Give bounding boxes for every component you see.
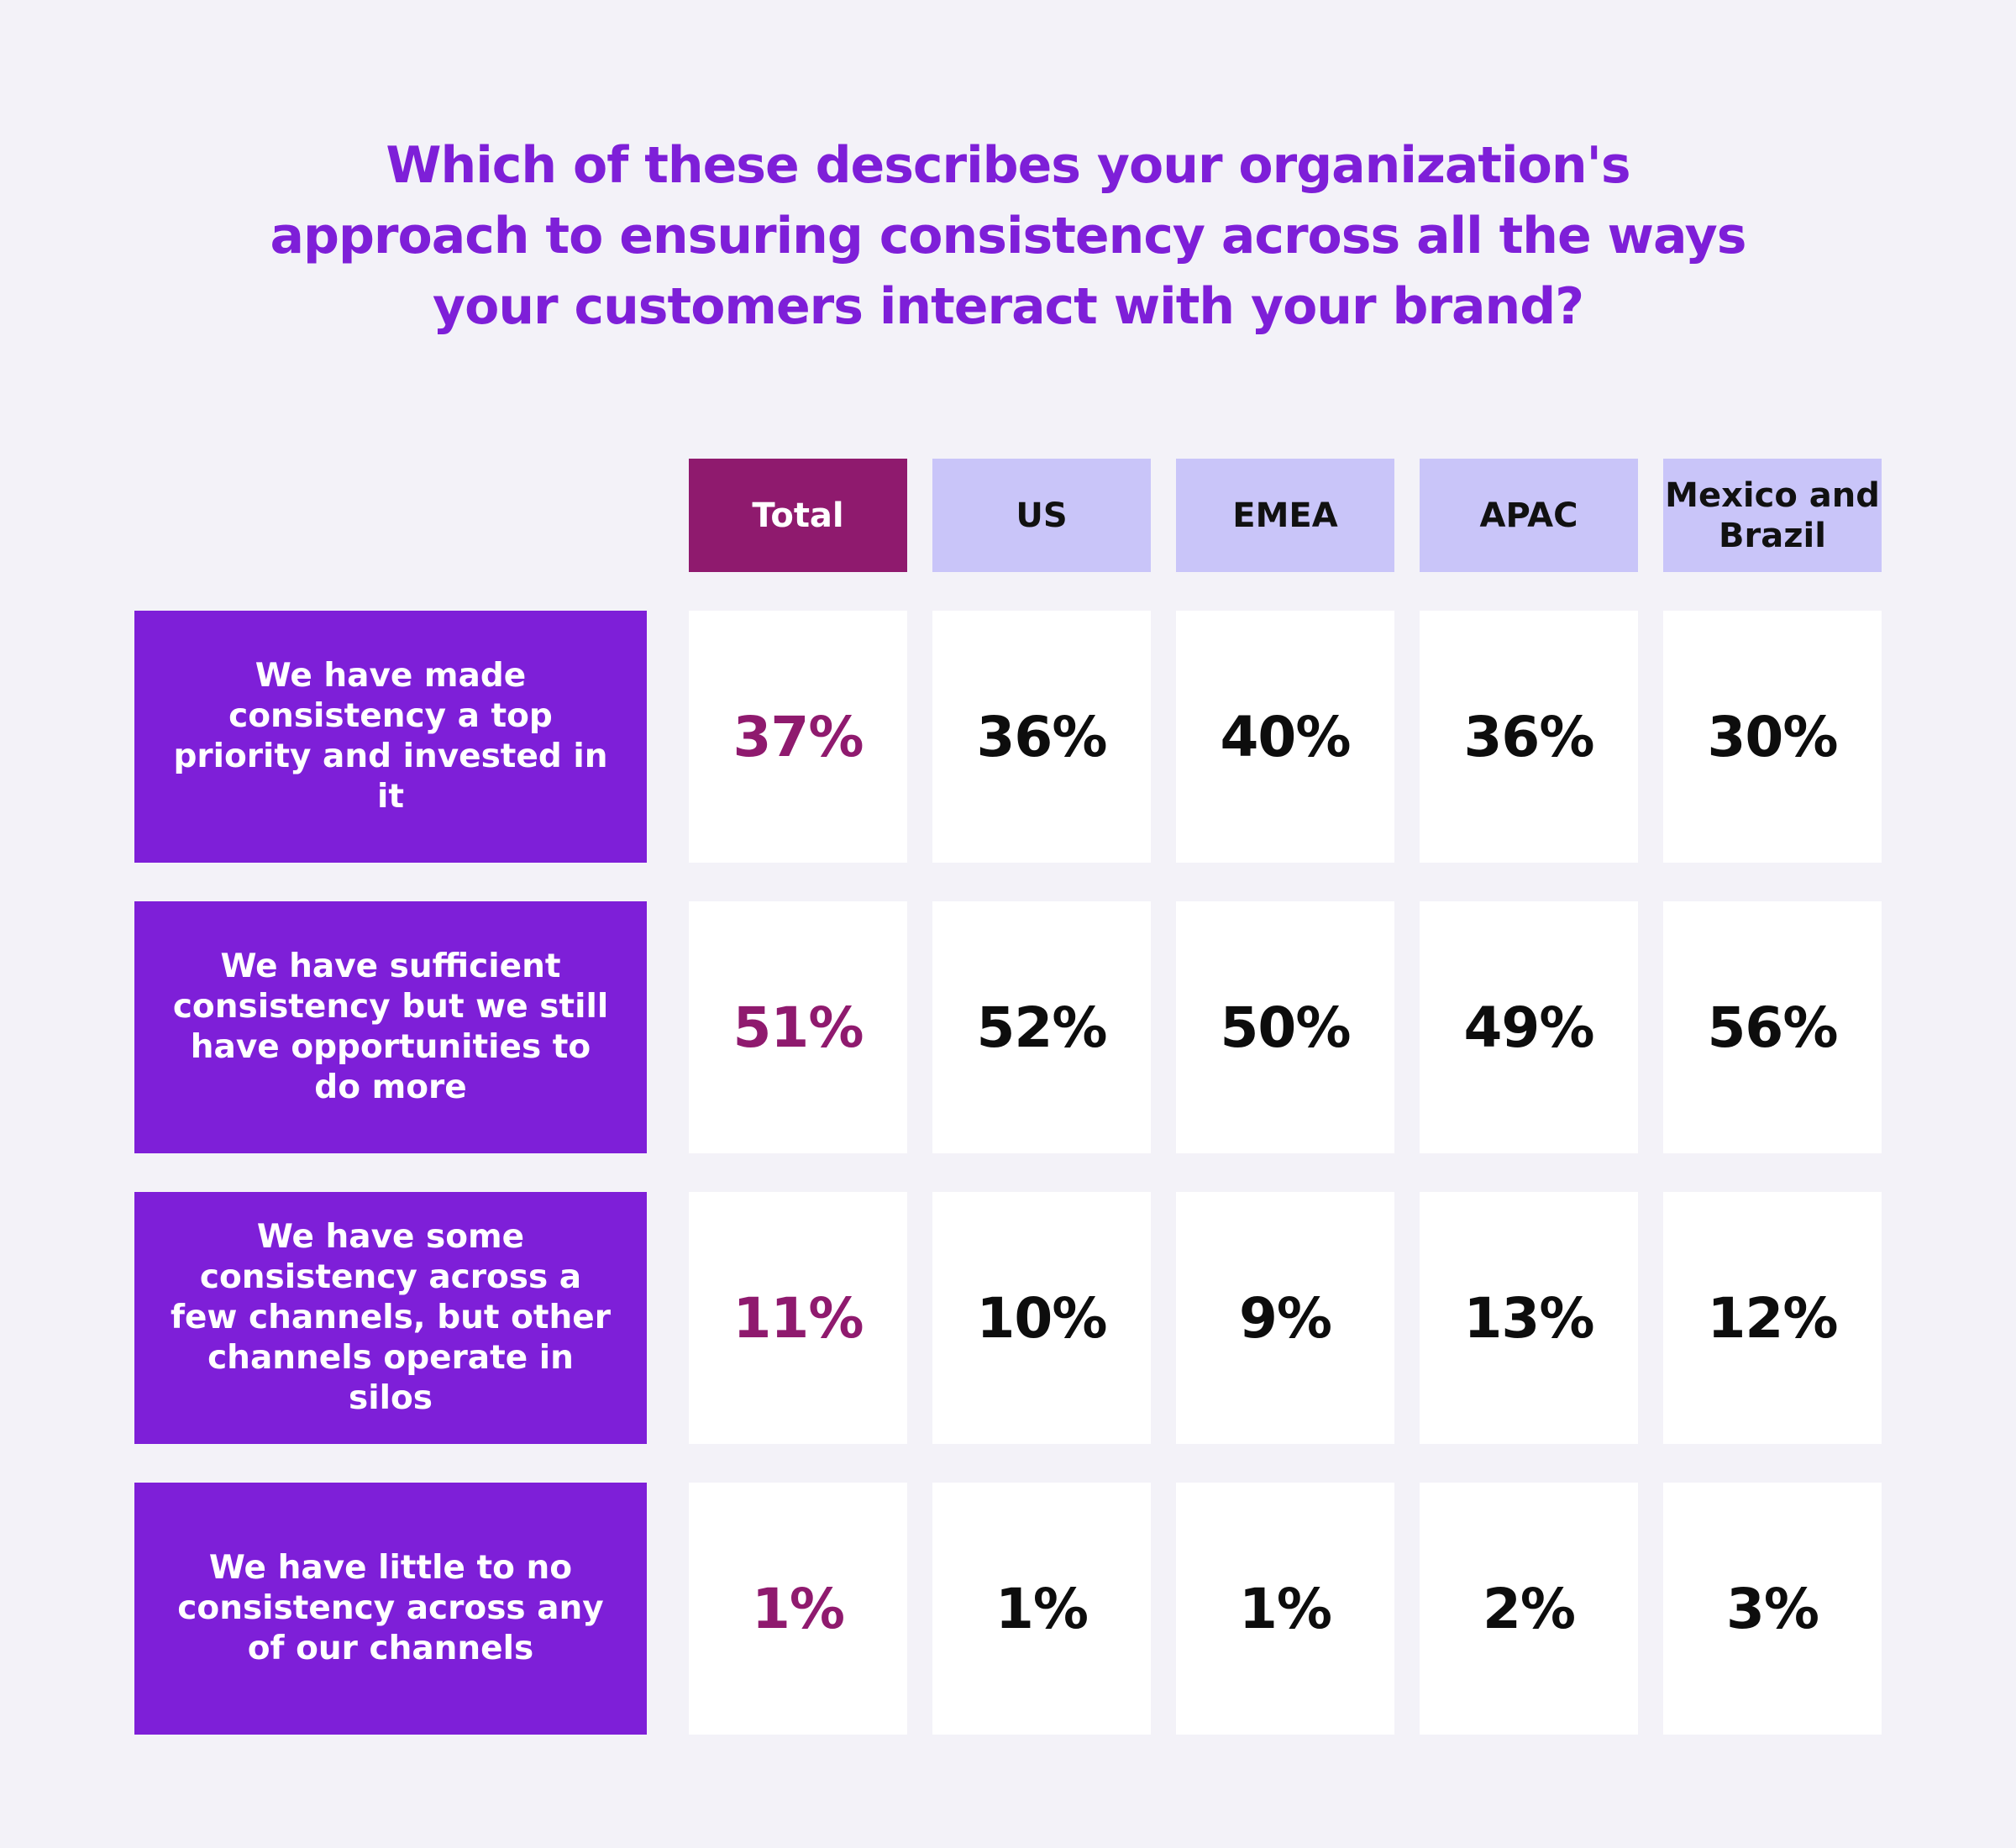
value-cell-total: 1% bbox=[689, 1483, 907, 1735]
value-cell: 52% bbox=[932, 901, 1151, 1153]
value-cell: 1% bbox=[932, 1483, 1151, 1735]
row-header: We have made consistency a top priority … bbox=[134, 611, 647, 863]
chart-title-line: approach to ensuring consistency across … bbox=[270, 207, 1747, 265]
row-header: We have little to no consistency across … bbox=[134, 1483, 647, 1735]
column-header: US bbox=[932, 459, 1151, 572]
value-cell: 12% bbox=[1663, 1192, 1882, 1444]
value-cell-total: 37% bbox=[689, 611, 907, 863]
chart-title-line: your customers interact with your brand? bbox=[433, 277, 1584, 336]
row-header: We have sufficient consistency but we st… bbox=[134, 901, 647, 1153]
value-cell: 9% bbox=[1176, 1192, 1394, 1444]
value-cell: 30% bbox=[1663, 611, 1882, 863]
value-cell: 49% bbox=[1420, 901, 1638, 1153]
value-cell-total: 11% bbox=[689, 1192, 907, 1444]
value-cell: 2% bbox=[1420, 1483, 1638, 1735]
column-header: EMEA bbox=[1176, 459, 1394, 572]
value-cell: 3% bbox=[1663, 1483, 1882, 1735]
value-cell: 40% bbox=[1176, 611, 1394, 863]
chart-title: Which of these describes your organizati… bbox=[168, 130, 1848, 342]
value-cell: 56% bbox=[1663, 901, 1882, 1153]
value-cell: 36% bbox=[1420, 611, 1638, 863]
value-cell: 10% bbox=[932, 1192, 1151, 1444]
value-cell: 50% bbox=[1176, 901, 1394, 1153]
column-header: Mexico and Brazil bbox=[1663, 459, 1882, 572]
value-cell: 1% bbox=[1176, 1483, 1394, 1735]
row-header: We have some consistency across a few ch… bbox=[134, 1192, 647, 1444]
value-cell-total: 51% bbox=[689, 901, 907, 1153]
chart-title-line: Which of these describes your organizati… bbox=[386, 136, 1630, 195]
value-cell: 13% bbox=[1420, 1192, 1638, 1444]
value-cell: 36% bbox=[932, 611, 1151, 863]
column-header: APAC bbox=[1420, 459, 1638, 572]
column-header: Total bbox=[689, 459, 907, 572]
